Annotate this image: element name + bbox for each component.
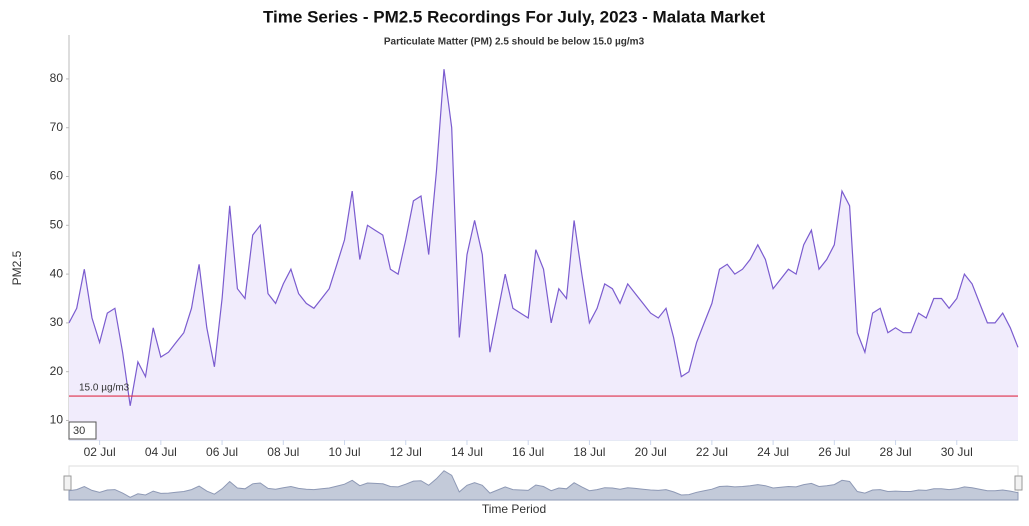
chart-subtitle: Particulate Matter (PM) 2.5 should be be… xyxy=(384,37,645,48)
y-tick-label: 20 xyxy=(50,364,64,378)
y-tick-label: 80 xyxy=(50,71,64,85)
x-tick-label: 12 Jul xyxy=(390,445,422,459)
x-tick-label: 06 Jul xyxy=(206,445,238,459)
x-tick-label: 08 Jul xyxy=(267,445,299,459)
x-tick-label: 02 Jul xyxy=(84,445,116,459)
y-tick-label: 70 xyxy=(50,120,64,134)
line xyxy=(68,69,1019,406)
x-tick-label: 26 Jul xyxy=(818,445,850,459)
range-input-box[interactable] xyxy=(68,421,97,440)
navigator-series xyxy=(68,470,1019,501)
y-tick-label: 50 xyxy=(50,217,64,231)
x-tick-label: 24 Jul xyxy=(757,445,789,459)
x-tick-label: 30 Jul xyxy=(941,445,973,459)
x-tick-label: 14 Jul xyxy=(451,445,483,459)
area-fill xyxy=(69,69,1018,440)
x-tick-label: 04 Jul xyxy=(145,445,177,459)
x-tick-label: 28 Jul xyxy=(880,445,912,459)
x-tick-label: 22 Jul xyxy=(696,445,728,459)
y-tick-label: 40 xyxy=(50,266,64,280)
x-tick-label: 18 Jul xyxy=(573,445,605,459)
y-axis-label: PM2.5 xyxy=(10,250,24,285)
range-input-text: 30 xyxy=(73,425,85,437)
navigator-handle[interactable] xyxy=(63,475,72,491)
x-axis-label: Time Period xyxy=(482,502,546,516)
y-tick-label: 10 xyxy=(50,413,64,427)
chart-title: Time Series - PM2.5 Recordings For July,… xyxy=(263,7,765,26)
x-tick-label: 10 Jul xyxy=(329,445,361,459)
y-tick-label: 60 xyxy=(50,169,64,183)
x-tick-label: 20 Jul xyxy=(635,445,667,459)
threshold-label: 15.0 µg/m3 xyxy=(79,383,130,394)
navigator-handle[interactable] xyxy=(1014,475,1023,491)
y-tick-label: 30 xyxy=(50,315,64,329)
x-tick-label: 16 Jul xyxy=(512,445,544,459)
